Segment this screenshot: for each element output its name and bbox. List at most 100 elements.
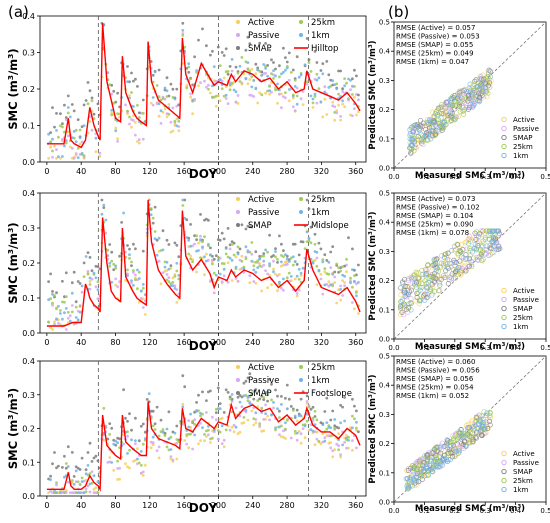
point-1km: [254, 87, 258, 91]
point-1km: [424, 456, 431, 462]
point-smap: [55, 112, 58, 115]
point-passive: [297, 288, 301, 292]
point-1km: [254, 411, 258, 415]
point-smap: [181, 21, 185, 25]
point-smap: [305, 198, 309, 202]
point-smap: [118, 437, 121, 441]
point-25km: [252, 264, 256, 268]
point-25km: [238, 80, 242, 83]
point-1km: [413, 129, 420, 135]
point-active: [232, 430, 236, 434]
point-smap: [315, 61, 319, 64]
point-1km: [181, 198, 185, 202]
point-smap: [139, 424, 143, 428]
point-1km: [493, 246, 499, 253]
point-1km: [343, 419, 346, 423]
point-smap: [355, 409, 358, 413]
point-1km: [187, 425, 191, 429]
point-25km: [214, 94, 218, 98]
point-smap: [205, 399, 208, 402]
point-active: [353, 307, 356, 311]
point-25km: [230, 243, 234, 246]
point-smap: [128, 80, 131, 84]
point-25km: [419, 267, 425, 274]
point-1km: [409, 132, 415, 138]
legend-label: 25km: [311, 195, 335, 205]
point-smap: [86, 451, 90, 454]
point-1km: [110, 280, 114, 284]
point-1km: [51, 137, 54, 141]
point-25km: [167, 112, 171, 116]
point-1km: [467, 81, 473, 87]
point-passive: [84, 487, 88, 491]
legend-label: 1km: [311, 376, 330, 386]
point-smap: [195, 238, 199, 242]
point-smap: [161, 229, 165, 233]
point-passive: [285, 262, 289, 266]
point-active: [199, 439, 202, 443]
point-active: [484, 94, 490, 100]
point-1km: [155, 253, 159, 257]
point-25km: [74, 491, 78, 494]
legend-marker-passive: [501, 125, 507, 132]
point-1km: [92, 271, 96, 275]
point-25km: [460, 98, 466, 104]
point-1km: [285, 407, 289, 411]
timeseries-panel-footslope: 0 40 80 120 160 200 240 280 320 3600.00.10.20.30.…: [6, 357, 367, 515]
point-25km: [82, 275, 86, 278]
point-1km: [411, 478, 417, 484]
point-25km: [452, 275, 459, 281]
x-tick-label: 0: [44, 167, 49, 176]
point-active: [325, 113, 329, 116]
point-passive: [228, 428, 232, 432]
point-smap: [167, 410, 171, 414]
point-passive: [408, 296, 414, 302]
point-1km: [333, 418, 337, 421]
point-1km: [303, 424, 307, 428]
point-smap: [151, 73, 155, 77]
point-smap: [341, 405, 344, 409]
point-passive: [305, 400, 309, 403]
point-1km: [72, 483, 76, 486]
point-smap: [216, 386, 220, 390]
point-1km: [165, 89, 169, 93]
point-smap: [272, 61, 275, 64]
point-smap: [74, 300, 78, 304]
point-smap: [337, 426, 340, 430]
point-25km: [141, 111, 145, 115]
point-active: [337, 432, 340, 435]
point-smap: [284, 396, 287, 400]
point-smap: [270, 382, 273, 386]
point-25km: [161, 428, 165, 431]
point-active: [425, 266, 431, 272]
point-1km: [476, 233, 482, 240]
point-1km: [114, 129, 118, 133]
y-tick-label: 0.4: [22, 189, 35, 198]
point-1km: [195, 409, 199, 413]
point-smap: [351, 247, 354, 251]
point-1km: [463, 256, 469, 262]
point-25km: [285, 418, 289, 421]
point-smap: [333, 424, 337, 428]
point-passive: [284, 96, 287, 100]
point-25km: [212, 271, 216, 275]
point-1km: [492, 228, 498, 234]
point-25km: [270, 72, 273, 75]
point-passive: [293, 109, 297, 113]
point-active: [171, 129, 175, 133]
point-25km: [345, 257, 348, 261]
point-smap: [47, 280, 50, 283]
point-smap: [287, 397, 291, 401]
point-25km: [167, 280, 171, 284]
point-smap: [423, 126, 429, 133]
point-smap: [353, 68, 356, 72]
point-1km: [414, 479, 420, 485]
point-active: [88, 280, 92, 283]
x-tick-label: 160: [176, 167, 191, 176]
point-active: [98, 154, 102, 158]
y-tick-label: 0.2: [22, 425, 35, 434]
point-passive: [134, 133, 137, 137]
point-1km: [139, 450, 143, 453]
x-tick-label: 80: [110, 501, 120, 510]
point-passive: [220, 442, 224, 445]
